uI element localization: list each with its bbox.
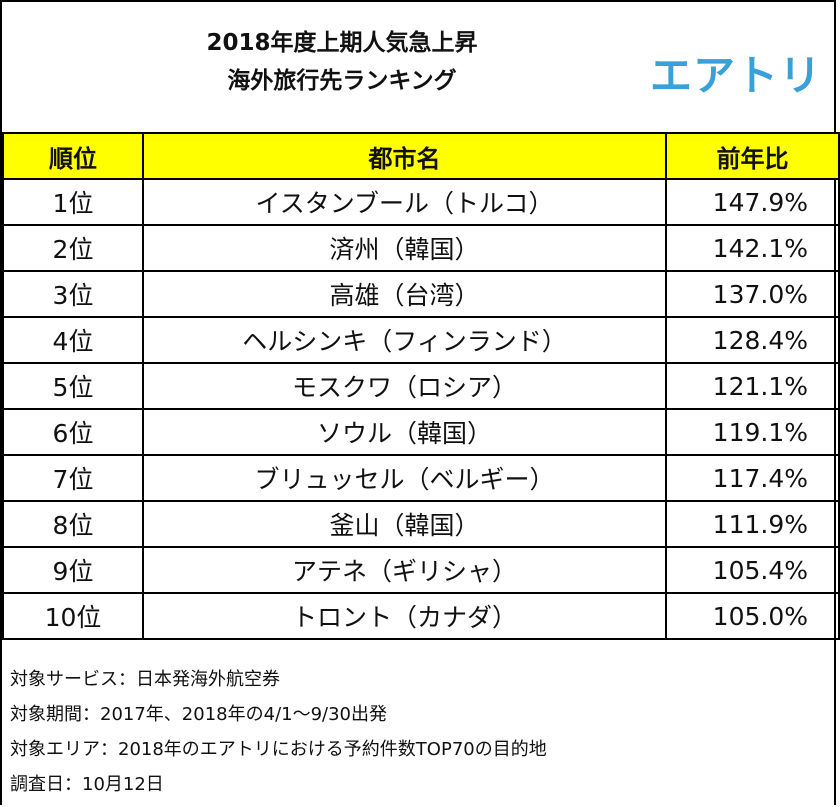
column-header: 都市名 — [142, 132, 667, 180]
growth: 137.0% — [665, 270, 840, 318]
rank: 6位 — [2, 408, 144, 456]
notes: 対象サービス：日本発海外航空券対象期間：2017年、2018年の4/1～9/30… — [10, 662, 547, 802]
city: トロント（カナダ） — [142, 592, 667, 640]
table-row: 6位 ソウル（韓国） 119.1% — [2, 408, 840, 456]
table-row: 5位 モスクワ（ロシア） 121.1% — [2, 362, 840, 410]
rank: 7位 — [2, 454, 144, 502]
title-line: 2018年度上期人気急上昇 — [206, 30, 478, 56]
table-row: 10位 トロント（カナダ） 105.0% — [2, 592, 840, 640]
city: アテネ（ギリシャ） — [142, 546, 667, 594]
table-row: 4位 ヘルシンキ（フィンランド） 128.4% — [2, 316, 840, 364]
city: ソウル（韓国） — [142, 408, 667, 456]
column-header: 前年比 — [665, 132, 840, 180]
table-body: 1位 イスタンブール（トルコ） 147.9% 2位 済州（韓国） 142.1% 3位 高雄（台… — [2, 178, 840, 640]
rank: 5位 — [2, 362, 144, 410]
city: 高雄（台湾） — [142, 270, 667, 318]
city: 済州（韓国） — [142, 224, 667, 272]
logo: エアトリ — [650, 51, 823, 100]
city: ヘルシンキ（フィンランド） — [142, 316, 667, 364]
header-row: 順位 都市名 前年比 — [2, 132, 840, 180]
city: イスタンブール（トルコ） — [142, 178, 667, 226]
city: モスクワ（ロシア） — [142, 362, 667, 410]
city: ブリュッセル（ベルギー） — [142, 454, 667, 502]
growth: 128.4% — [665, 316, 840, 364]
table-row: 1位 イスタンブール（トルコ） 147.9% — [2, 178, 840, 226]
table-row: 7位 ブリュッセル（ベルギー） 117.4% — [2, 454, 840, 502]
rank: 8位 — [2, 500, 144, 548]
rank: 1位 — [2, 178, 144, 226]
growth: 105.4% — [665, 546, 840, 594]
table-row: 3位 高雄（台湾） 137.0% — [2, 270, 840, 318]
note: 調査日：10月12日 — [10, 774, 164, 795]
note: 対象期間：2017年、2018年の4/1～9/30出発 — [10, 704, 388, 725]
rank: 4位 — [2, 316, 144, 364]
title: 2018年度上期人気急上昇 海外旅行先ランキング — [122, 24, 562, 100]
growth: 119.1% — [665, 408, 840, 456]
title-line: 海外旅行先ランキング — [227, 68, 457, 94]
ranking-table: 順位 都市名 前年比 1位 イスタンブール（トルコ） 147.9% 2位 済州（韓国） 142… — [2, 132, 840, 640]
growth: 121.1% — [665, 362, 840, 410]
growth: 147.9% — [665, 178, 840, 226]
growth: 117.4% — [665, 454, 840, 502]
table-row: 2位 済州（韓国） 142.1% — [2, 224, 840, 272]
rank: 10位 — [2, 592, 144, 640]
table-row: 9位 アテネ（ギリシャ） 105.4% — [2, 546, 840, 594]
rank: 2位 — [2, 224, 144, 272]
growth: 142.1% — [665, 224, 840, 272]
note: 対象サービス：日本発海外航空券 — [10, 669, 280, 690]
table-row: 8位 釜山（韓国） 111.9% — [2, 500, 840, 548]
column-header: 順位 — [2, 132, 144, 180]
note: 対象エリア：2018年のエアトリにおける予約件数TOP70の目的地 — [10, 739, 547, 760]
growth: 111.9% — [665, 500, 840, 548]
rank: 3位 — [2, 270, 144, 318]
city: 釜山（韓国） — [142, 500, 667, 548]
rank: 9位 — [2, 546, 144, 594]
growth: 105.0% — [665, 592, 840, 640]
